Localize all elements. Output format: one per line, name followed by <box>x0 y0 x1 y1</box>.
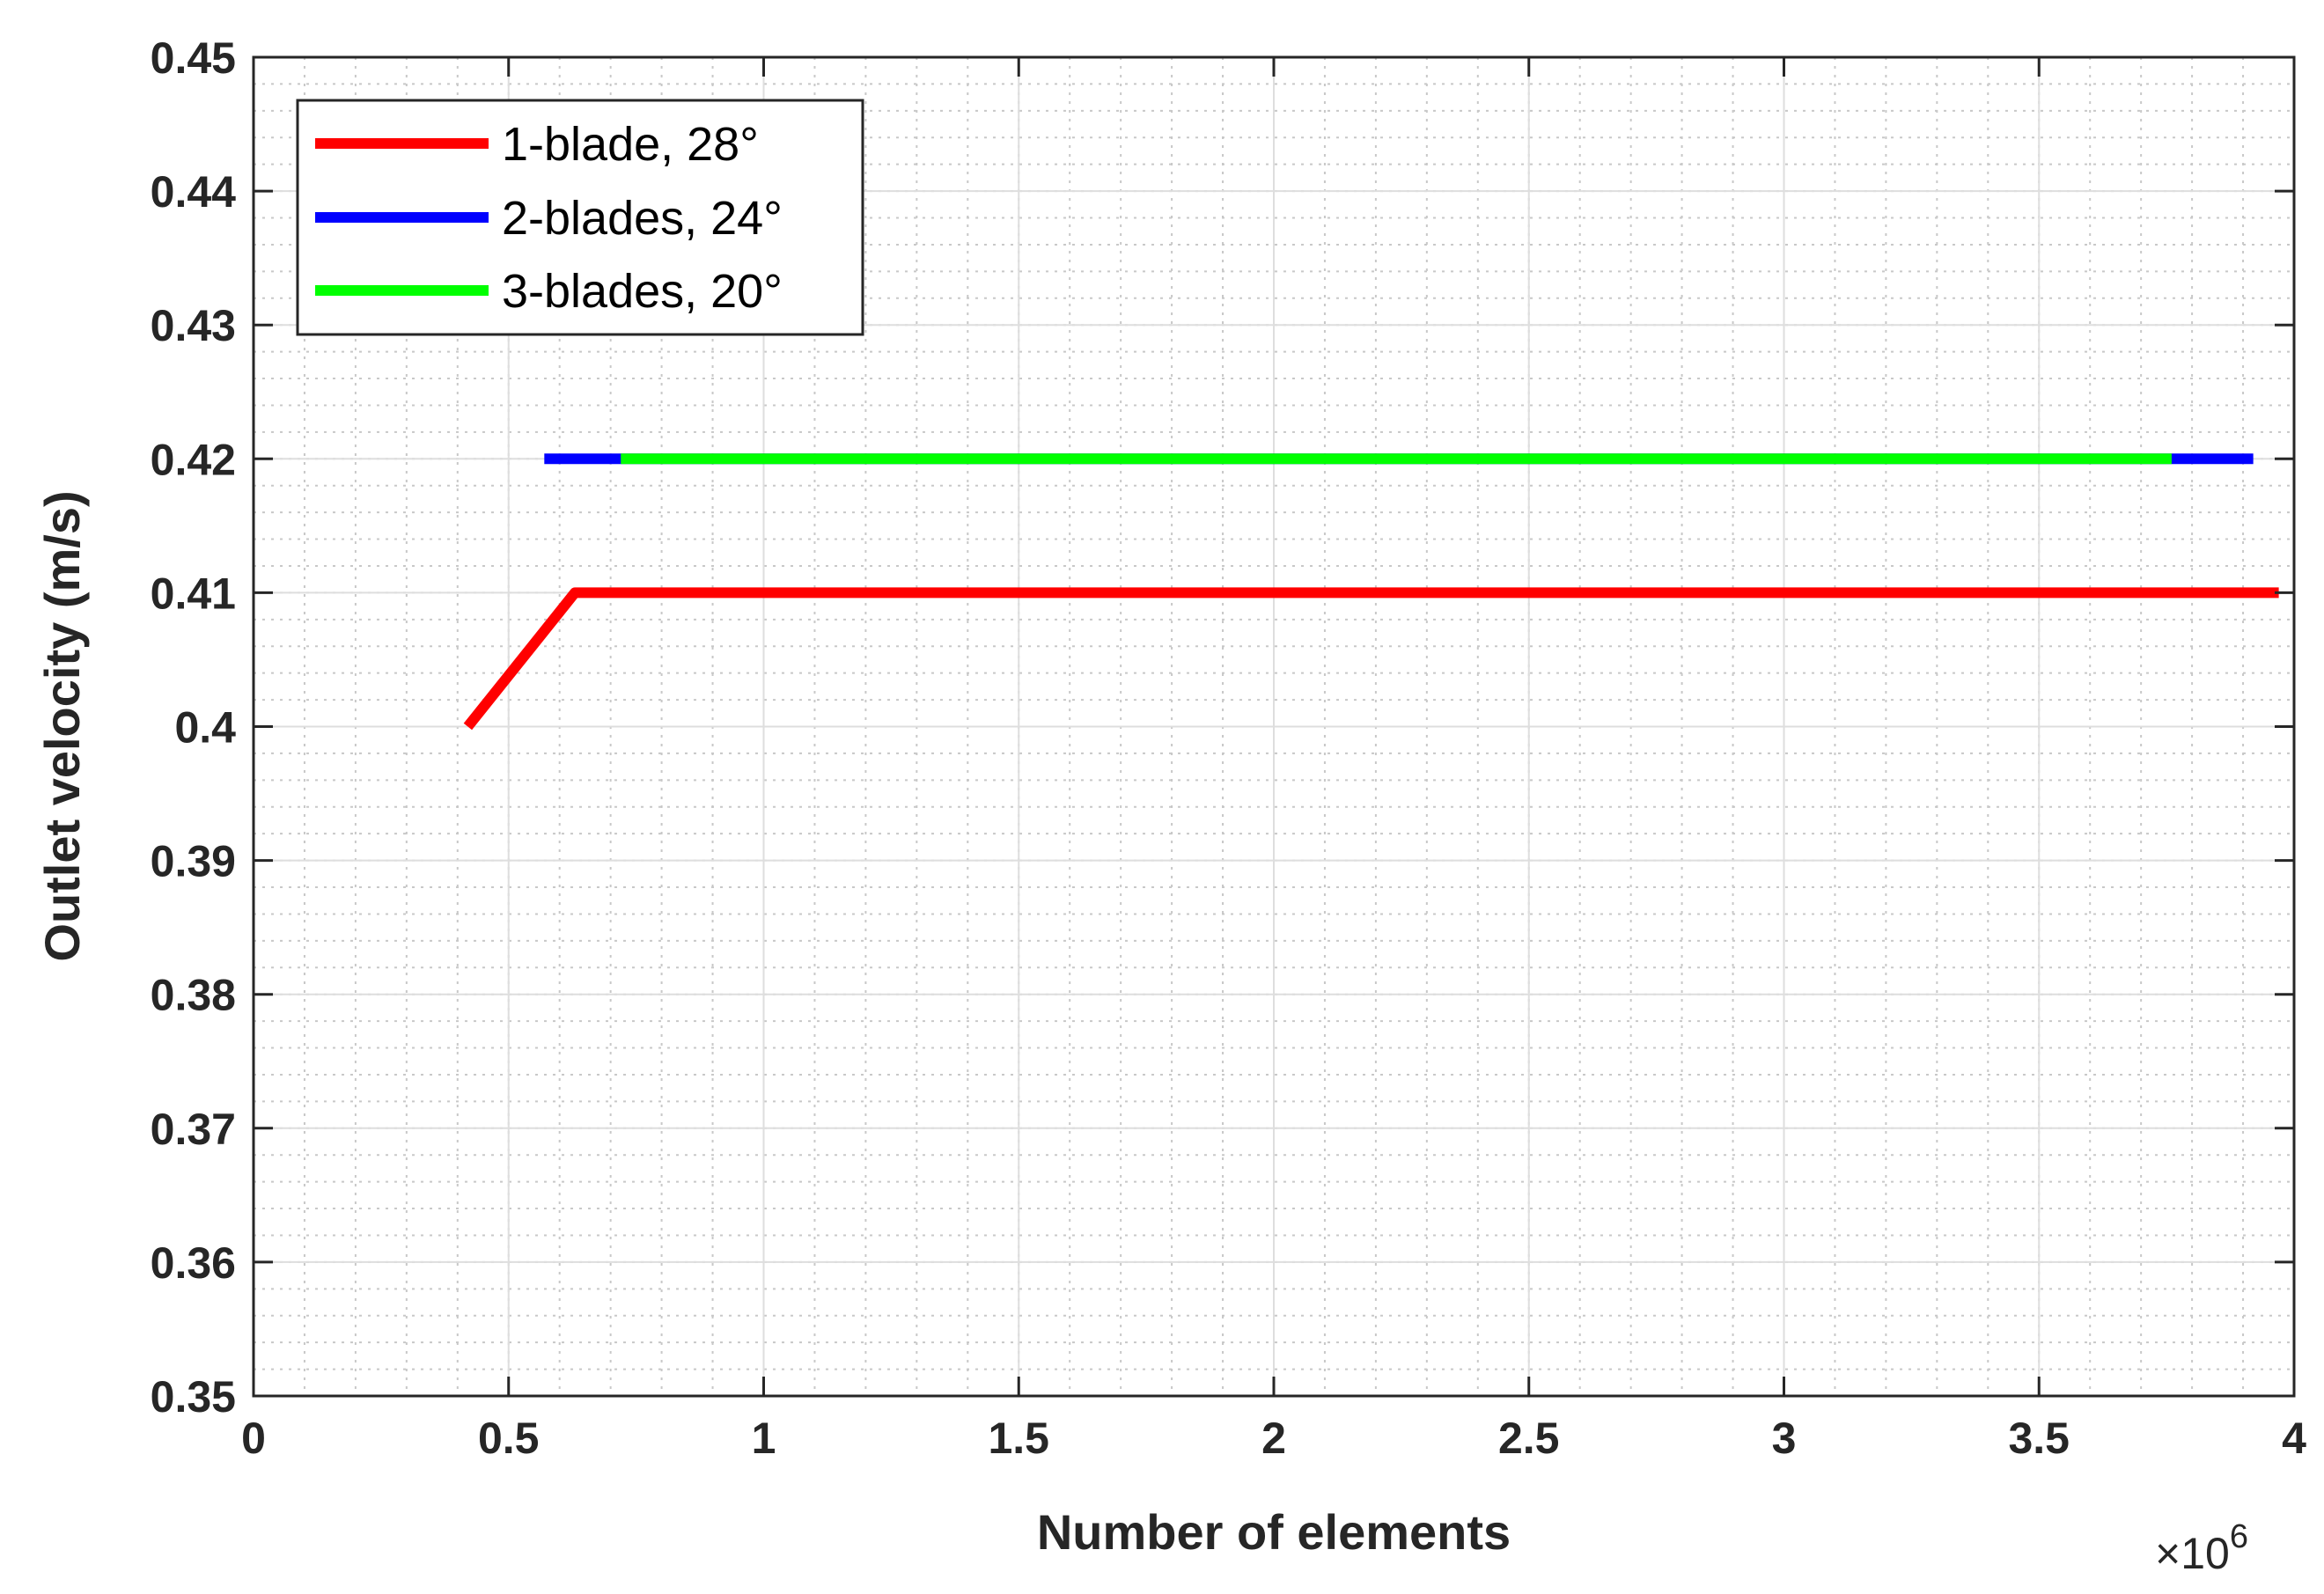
x-tick-label: 0 <box>241 1414 266 1463</box>
y-tick-label: 0.39 <box>151 837 236 886</box>
x-tick-label: 0.5 <box>478 1414 540 1463</box>
x-tick-label: 2 <box>1261 1414 1286 1463</box>
legend-label-3-blades: 3-blades, 20° <box>502 265 783 318</box>
x-tick-label: 4 <box>2282 1414 2306 1463</box>
x-axis-multiplier: ×106 <box>2155 1518 2248 1578</box>
legend-label-1-blade: 1-blade, 28° <box>502 118 759 171</box>
y-tick-label: 0.37 <box>151 1105 236 1154</box>
x-tick-label: 2.5 <box>1498 1414 1560 1463</box>
x-axis-multiplier-base: ×10 <box>2155 1529 2230 1578</box>
x-axis-label: Number of elements <box>1037 1504 1511 1560</box>
x-tick-label: 3.5 <box>2008 1414 2070 1463</box>
legend-label-2-blades: 2-blades, 24° <box>502 192 783 245</box>
y-tick-label: 0.42 <box>151 435 236 484</box>
y-axis-label: Outlet velocity (m/s) <box>34 490 90 961</box>
axis-ticks <box>252 55 2296 1398</box>
y-tick-labels: 0.35 0.36 0.37 0.38 0.39 0.4 0.41 0.42 0.43 0.44 0… <box>151 33 237 1421</box>
y-tick-label: 0.43 <box>151 301 236 350</box>
x-axis-multiplier-exponent: 6 <box>2230 1518 2248 1555</box>
y-tick-label: 0.4 <box>174 703 236 753</box>
y-tick-label: 0.44 <box>151 167 237 217</box>
y-tick-label: 0.36 <box>151 1238 236 1288</box>
x-tick-label: 3 <box>1772 1414 1797 1463</box>
series-layer <box>463 453 2279 731</box>
x-tick-label: 1.5 <box>988 1414 1049 1463</box>
y-tick-label: 0.41 <box>151 569 236 618</box>
y-tick-label: 0.45 <box>151 33 236 83</box>
series-line-1 <box>463 587 2279 731</box>
x-tick-label: 1 <box>752 1414 776 1463</box>
x-tick-labels: 0 0.5 1 1.5 2 2.5 3 3.5 4 <box>241 1414 2306 1463</box>
y-tick-label: 0.35 <box>151 1372 236 1421</box>
y-tick-label: 0.38 <box>151 971 236 1020</box>
legend: 1-blade, 28° 2-blades, 24° 3-blades, 20° <box>296 99 864 336</box>
